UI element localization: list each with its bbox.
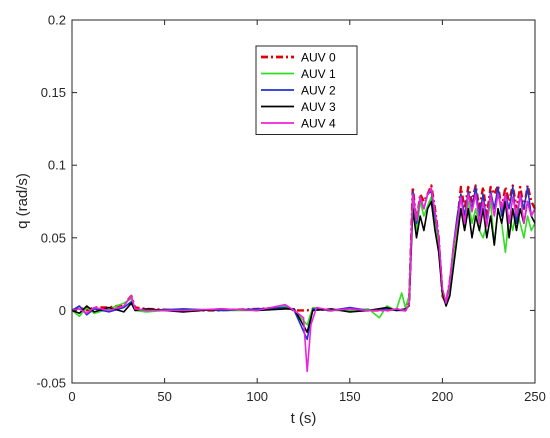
x-tick-label: 50 [157, 389, 171, 404]
series-layer [71, 184, 537, 373]
series-line-3 [71, 200, 536, 334]
legend-label-1: AUV 1 [301, 67, 336, 81]
x-tick-label: 0 [68, 389, 75, 404]
x-tick-label: 150 [339, 389, 361, 404]
y-tick-label: 0.15 [41, 85, 66, 100]
x-tick-label: 100 [246, 389, 268, 404]
y-tick-label: -0.05 [36, 376, 66, 391]
legend-label-3: AUV 3 [301, 100, 336, 114]
x-tick-label: 250 [524, 389, 546, 404]
series-line-4 [71, 187, 536, 373]
x-tick-label: 200 [432, 389, 454, 404]
y-tick-label: 0 [59, 303, 66, 318]
y-tick-label: 0.2 [48, 13, 66, 28]
legend: AUV 0 AUV 1 AUV 2 AUV 3 AUV 4 [255, 45, 358, 135]
y-tick-label: 0.05 [41, 230, 66, 245]
legend-label-0: AUV 0 [301, 51, 336, 65]
x-axis-label: t (s) [291, 410, 317, 427]
y-tick-label: 0.1 [48, 158, 66, 173]
y-axis-label: q (rad/s) [14, 173, 31, 229]
legend-label-2: AUV 2 [301, 84, 336, 98]
legend-label-4: AUV 4 [301, 117, 336, 131]
plot-frame [71, 19, 536, 384]
